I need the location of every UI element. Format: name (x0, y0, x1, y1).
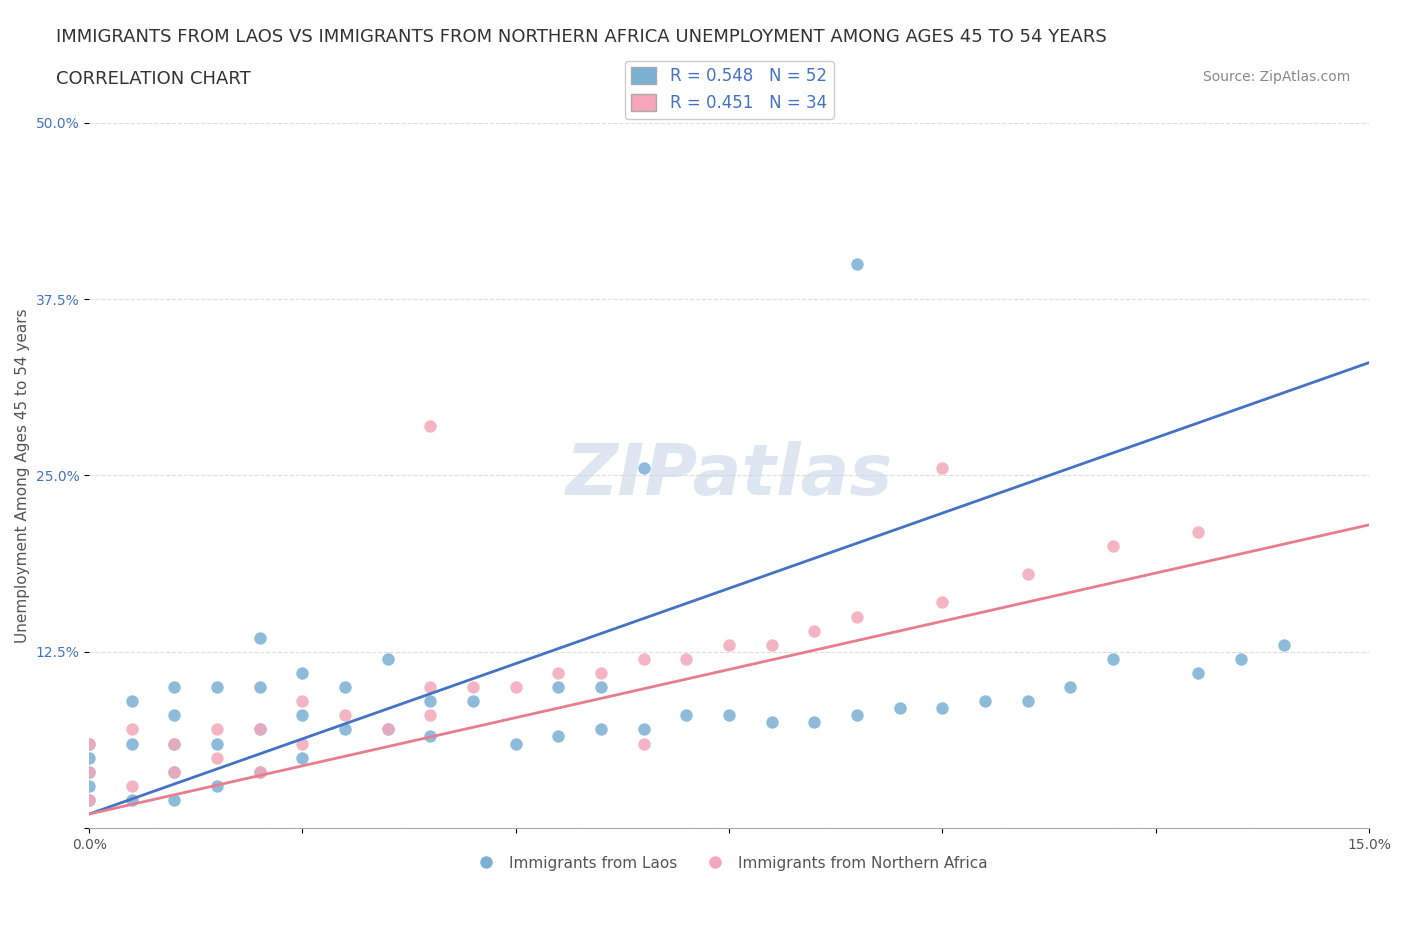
Point (1187, 666, 1209, 681)
Legend: Immigrants from Laos, Immigrants from Northern Africa: Immigrants from Laos, Immigrants from No… (464, 850, 994, 877)
Point (1272, 637, 1295, 652)
Point (77, 736, 100, 751)
Point (249, 722, 271, 737)
Point (931, 701, 953, 716)
Point (377, 722, 399, 737)
Point (1017, 694, 1039, 709)
Text: IMMIGRANTS FROM LAOS VS IMMIGRANTS FROM NORTHERN AFRICA UNEMPLOYMENT AMONG AGES : IMMIGRANTS FROM LAOS VS IMMIGRANTS FROM … (56, 28, 1107, 46)
Point (675, 651, 697, 666)
Point (249, 631, 271, 645)
Point (419, 708, 441, 723)
Point (761, 637, 783, 652)
Point (419, 729, 441, 744)
Point (931, 461, 953, 476)
Point (846, 257, 869, 272)
Point (505, 736, 527, 751)
Point (803, 715, 825, 730)
Point (163, 736, 186, 751)
Point (633, 722, 655, 737)
Point (249, 764, 271, 779)
Point (121, 792, 143, 807)
Point (163, 680, 186, 695)
Point (633, 461, 655, 476)
Point (77, 778, 100, 793)
Point (463, 694, 485, 709)
Point (591, 680, 613, 695)
Text: Source: ZipAtlas.com: Source: ZipAtlas.com (1202, 70, 1350, 84)
Point (333, 722, 356, 737)
Point (463, 680, 485, 695)
Text: CORRELATION CHART: CORRELATION CHART (56, 70, 252, 87)
Point (121, 736, 143, 751)
Point (291, 751, 314, 765)
Point (77, 764, 100, 779)
Point (718, 637, 741, 652)
Point (591, 722, 613, 737)
Point (205, 736, 228, 751)
Point (889, 701, 911, 716)
Point (1102, 538, 1125, 553)
Point (846, 708, 869, 723)
Point (291, 736, 314, 751)
Point (163, 764, 186, 779)
Point (205, 680, 228, 695)
Point (803, 623, 825, 638)
Point (291, 666, 314, 681)
Point (547, 729, 569, 744)
Point (121, 694, 143, 709)
Point (675, 708, 697, 723)
Point (249, 764, 271, 779)
Point (333, 680, 356, 695)
Point (249, 722, 271, 737)
Point (163, 792, 186, 807)
Point (419, 418, 441, 433)
Point (291, 708, 314, 723)
Point (1230, 651, 1253, 666)
Point (761, 715, 783, 730)
Point (1017, 566, 1039, 581)
Point (121, 722, 143, 737)
Point (205, 778, 228, 793)
Point (377, 722, 399, 737)
Point (846, 609, 869, 624)
Point (419, 680, 441, 695)
Point (77, 764, 100, 779)
Point (1059, 680, 1081, 695)
Point (77, 792, 100, 807)
Point (419, 694, 441, 709)
Text: ZIPatlas: ZIPatlas (565, 441, 893, 510)
Point (249, 680, 271, 695)
Point (633, 651, 655, 666)
Point (205, 751, 228, 765)
Point (931, 595, 953, 610)
Point (547, 680, 569, 695)
Point (633, 736, 655, 751)
Point (377, 651, 399, 666)
Y-axis label: Unemployment Among Ages 45 to 54 years: Unemployment Among Ages 45 to 54 years (15, 308, 30, 643)
Point (163, 736, 186, 751)
Point (974, 694, 997, 709)
Point (718, 708, 741, 723)
Point (333, 708, 356, 723)
Point (205, 722, 228, 737)
Point (1102, 651, 1125, 666)
Point (547, 666, 569, 681)
Point (163, 708, 186, 723)
Point (121, 778, 143, 793)
Point (1187, 525, 1209, 539)
Point (291, 694, 314, 709)
Point (163, 764, 186, 779)
Point (505, 680, 527, 695)
Point (77, 751, 100, 765)
Point (77, 736, 100, 751)
Point (77, 792, 100, 807)
Point (591, 666, 613, 681)
